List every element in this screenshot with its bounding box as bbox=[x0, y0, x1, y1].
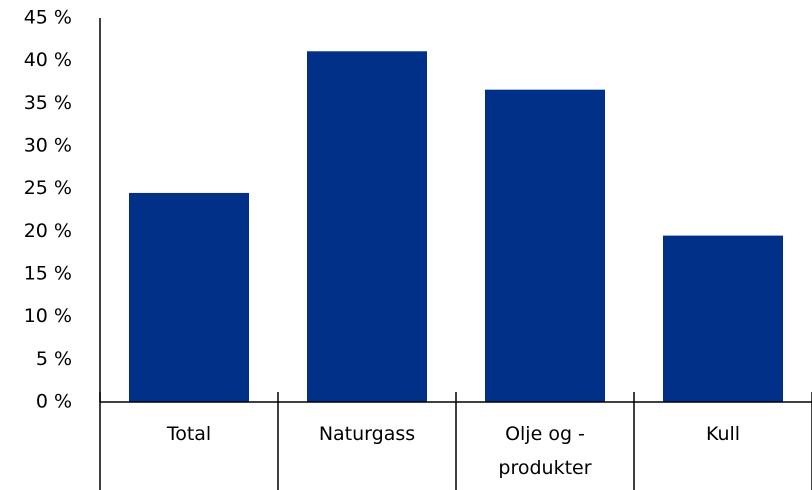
x-tick-label: Total bbox=[166, 423, 212, 445]
x-tick-label: Olje og -produkter bbox=[498, 423, 592, 479]
bar bbox=[485, 89, 605, 403]
y-tick-label: 35 % bbox=[24, 92, 72, 114]
bar bbox=[129, 192, 249, 402]
y-tick-label: 15 % bbox=[24, 263, 72, 285]
x-tick-label: Kull bbox=[705, 423, 741, 445]
bar bbox=[307, 51, 427, 402]
y-tick-label: 20 % bbox=[24, 220, 72, 242]
y-tick-label: 40 % bbox=[24, 49, 72, 71]
y-tick-label: 10 % bbox=[24, 305, 72, 327]
y-tick-label: 25 % bbox=[24, 177, 72, 199]
x-tick-label: Naturgass bbox=[318, 423, 416, 445]
y-tick-label: 0 % bbox=[36, 391, 72, 413]
y-tick-label: 5 % bbox=[36, 348, 72, 370]
y-tick-label: 45 % bbox=[24, 7, 72, 29]
bar bbox=[663, 235, 783, 402]
y-tick-label: 30 % bbox=[24, 135, 72, 157]
